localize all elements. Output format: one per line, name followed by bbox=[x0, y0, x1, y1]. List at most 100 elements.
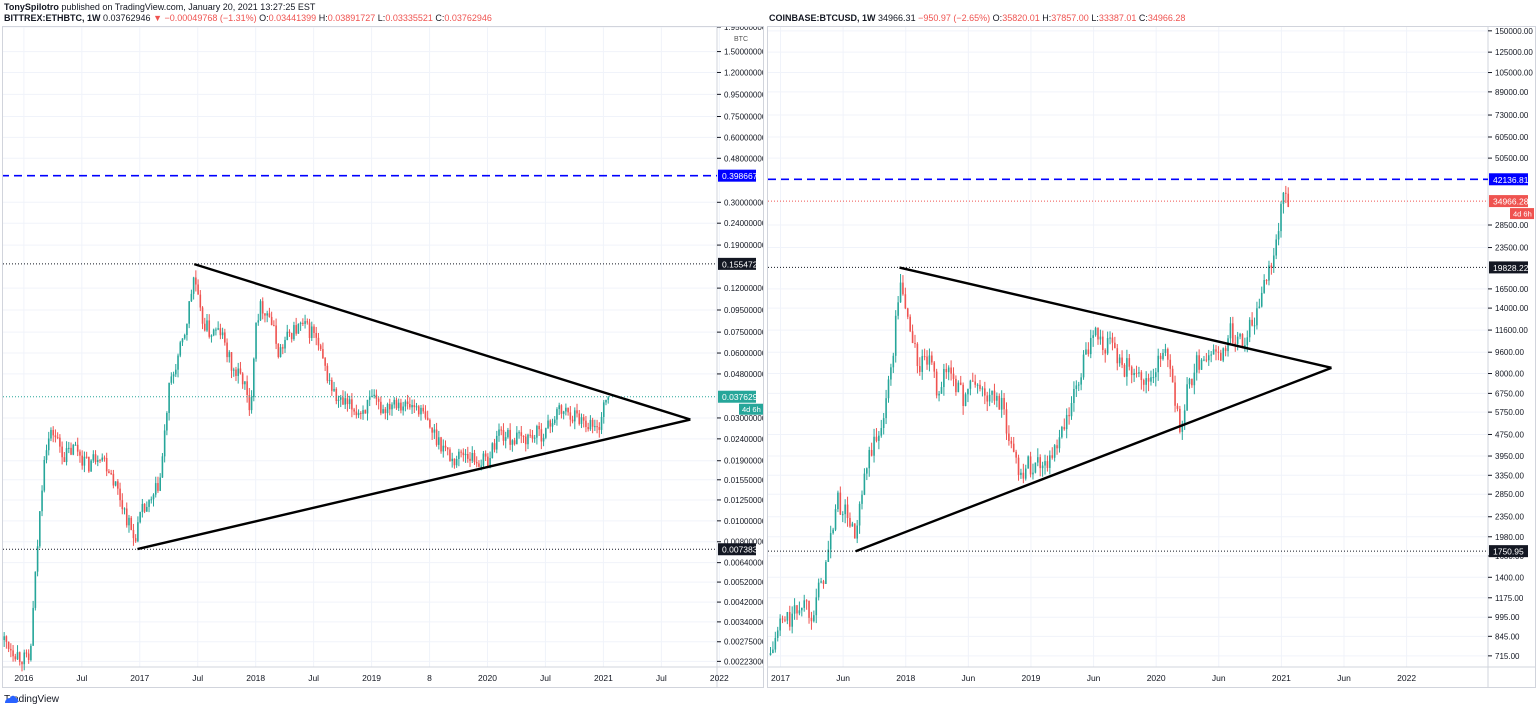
price-tick-label: 5750.00 bbox=[1495, 408, 1524, 417]
chart-panel-ethbtc[interactable]: 1.95000000 1.50000000 1.20000000 0.95000000… bbox=[2, 26, 764, 688]
price-tick-label: 89000.00 bbox=[1495, 88, 1529, 97]
candle-body bbox=[422, 407, 425, 412]
candle-body bbox=[776, 630, 779, 638]
legend-open-label: O: bbox=[259, 13, 269, 23]
candle-body bbox=[355, 411, 358, 416]
candle-body bbox=[1169, 359, 1172, 369]
time-tick-label: 2020 bbox=[1147, 673, 1166, 683]
candle-body bbox=[1224, 348, 1227, 352]
trendline[interactable] bbox=[855, 366, 1332, 553]
legend-high: 0.03891727 bbox=[327, 13, 376, 23]
candle-body bbox=[551, 423, 554, 427]
chart-svg-ethbtc[interactable]: 1.95000000 1.50000000 1.20000000 0.95000000… bbox=[3, 27, 763, 687]
candle-body bbox=[7, 641, 10, 649]
candle-body bbox=[587, 427, 589, 430]
candle-body bbox=[556, 409, 558, 420]
candle-body bbox=[967, 388, 969, 395]
candle-body bbox=[509, 429, 511, 445]
candle-body bbox=[1051, 455, 1054, 458]
candle-body bbox=[244, 381, 246, 385]
time-tick-label: 2018 bbox=[896, 673, 915, 683]
candle-body bbox=[974, 381, 976, 385]
candle-body bbox=[540, 429, 543, 442]
time-tick-label: Jun bbox=[1087, 673, 1101, 683]
candle-body bbox=[897, 302, 899, 316]
candle-body bbox=[549, 420, 552, 427]
legend-ethbtc: BITTREX:ETHBTC, 1W 0.03762946 ▼ −0.00049… bbox=[4, 13, 492, 23]
candle-body bbox=[253, 358, 255, 398]
chart-panel-btcusd[interactable]: 150000.00 125000.00 105000.00 89000.00 73000… bbox=[767, 26, 1536, 688]
candle-body bbox=[962, 384, 964, 407]
candle-body bbox=[192, 277, 195, 294]
candle-body bbox=[825, 561, 827, 584]
candle-body bbox=[1106, 338, 1109, 354]
candle-body bbox=[988, 394, 991, 402]
candle-body bbox=[1128, 358, 1131, 367]
time-tick-label: Jul bbox=[656, 673, 667, 683]
trendline[interactable] bbox=[899, 266, 1332, 369]
candle-body bbox=[255, 322, 257, 359]
candle-body bbox=[224, 332, 226, 343]
candle-body bbox=[1027, 456, 1029, 469]
price-tick-label: 3950.00 bbox=[1495, 452, 1524, 461]
candle-body bbox=[1248, 319, 1251, 338]
candle-body bbox=[489, 458, 491, 468]
candle-body bbox=[299, 322, 302, 325]
legend-symbol[interactable]: COINBASE:BTCUSD, 1W bbox=[769, 13, 876, 23]
price-tick-label: 0.00223000 bbox=[724, 657, 763, 666]
price-tick-label: 14000.00 bbox=[1495, 304, 1529, 313]
candle-body bbox=[1256, 308, 1258, 326]
price-tick-label: 50500.00 bbox=[1495, 154, 1529, 163]
time-tick-label: 2021 bbox=[594, 673, 613, 683]
candle-body bbox=[1104, 349, 1107, 354]
candle-body bbox=[779, 618, 781, 631]
level-label-bg bbox=[1489, 261, 1528, 274]
candle-body bbox=[168, 382, 170, 413]
candle-body bbox=[1195, 355, 1198, 373]
candle-body bbox=[938, 393, 940, 396]
candle-body bbox=[495, 435, 498, 450]
candle-body bbox=[600, 416, 603, 430]
candle-body bbox=[885, 398, 887, 419]
publisher-user[interactable]: TonySpilotro bbox=[4, 2, 59, 12]
price-tick-label: 0.00420000 bbox=[724, 598, 763, 607]
legend-change: −950.97 (−2.65%) bbox=[918, 13, 991, 23]
candle-body bbox=[1046, 461, 1049, 468]
chart-svg-btcusd[interactable]: 150000.00 125000.00 105000.00 89000.00 73000… bbox=[768, 27, 1535, 687]
candle-body bbox=[228, 352, 231, 358]
candle-body bbox=[1191, 378, 1193, 386]
candle-body bbox=[473, 453, 476, 462]
legend-low: 33387.01 bbox=[1098, 13, 1137, 23]
legend-high-label: H: bbox=[318, 13, 328, 23]
candle-body bbox=[380, 401, 382, 414]
legend-close-label: C: bbox=[1138, 13, 1148, 23]
candle-body bbox=[1203, 359, 1205, 361]
candle-body bbox=[306, 321, 309, 323]
candle-body bbox=[1123, 364, 1126, 377]
price-tick-label: 16500.00 bbox=[1495, 285, 1529, 294]
candle-body bbox=[531, 435, 534, 439]
legend-symbol[interactable]: BITTREX:ETHBTC, 1W bbox=[4, 13, 101, 23]
candle-body bbox=[513, 440, 516, 445]
candle-body bbox=[1145, 378, 1147, 385]
candle-body bbox=[1003, 397, 1005, 410]
candle-body bbox=[319, 345, 322, 350]
candle-body bbox=[101, 457, 104, 461]
candle-body bbox=[382, 409, 384, 414]
countdown-label: 4d 6h bbox=[1513, 210, 1532, 219]
price-tick-label: 0.01250000 bbox=[724, 496, 763, 505]
candle-body bbox=[1034, 462, 1037, 473]
candle-body bbox=[1174, 382, 1176, 406]
trendline[interactable] bbox=[137, 418, 691, 551]
candle-body bbox=[72, 444, 75, 455]
candle-body bbox=[875, 436, 878, 441]
legend-close: 34966.28 bbox=[1147, 13, 1186, 23]
footer-brand[interactable]: TradingView bbox=[4, 694, 60, 705]
level-label: 0.03762946 bbox=[722, 392, 763, 402]
price-tick-label: 0.01900000 bbox=[724, 457, 763, 466]
candle-body bbox=[132, 529, 135, 539]
trendline[interactable] bbox=[193, 263, 691, 421]
candle-body bbox=[219, 328, 222, 336]
candle-body bbox=[88, 456, 90, 472]
candle-body bbox=[157, 483, 159, 491]
